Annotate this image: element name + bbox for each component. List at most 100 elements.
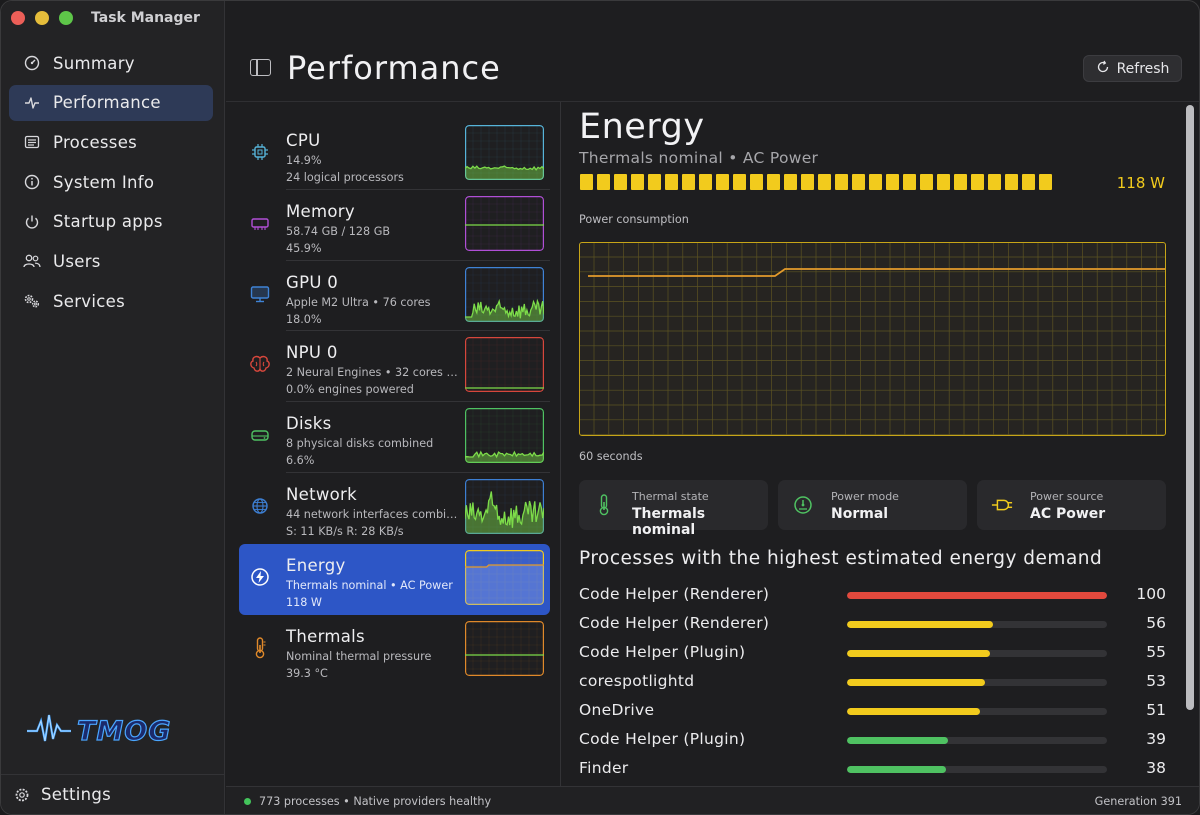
resource-item-npu-0[interactable]: NPU 0 2 Neural Engines • 32 cores • h...… <box>239 331 550 403</box>
resource-sparkline <box>465 337 544 393</box>
energy-bar-track <box>847 679 1107 686</box>
power-segment <box>801 174 814 190</box>
power-segment <box>818 174 831 190</box>
chart-label: Power consumption <box>579 213 689 226</box>
energy-bar-track <box>847 592 1107 599</box>
sidebar-item-services[interactable]: Services <box>9 283 213 319</box>
process-name: OneDrive <box>579 701 655 719</box>
resource-item-thermals[interactable]: Thermals Nominal thermal pressure 39.3 °… <box>239 615 550 686</box>
resource-detail-1: 8 physical disks combined <box>286 437 434 451</box>
energy-bar-fill <box>847 650 990 657</box>
energy-value: 56 <box>1146 614 1166 632</box>
power-segment <box>954 174 967 190</box>
power-segment <box>988 174 1001 190</box>
resource-item-disks[interactable]: Disks 8 physical disks combined 6.6% <box>239 402 550 473</box>
resource-detail-2: 18.0% <box>286 312 322 326</box>
page-title: Performance <box>287 49 501 87</box>
resource-item-gpu-0[interactable]: GPU 0 Apple M2 Ultra • 76 cores 18.0% <box>239 261 550 332</box>
sidebar-item-users[interactable]: Users <box>9 243 213 279</box>
energy-bar-fill <box>847 621 993 628</box>
energy-bar-track <box>847 737 1107 744</box>
detail-scrollbar[interactable] <box>1185 105 1195 785</box>
power-segment <box>716 174 729 190</box>
health-status-dot <box>244 798 251 805</box>
sidebar-item-label: Users <box>53 251 101 271</box>
sidebar-divider <box>1 774 225 775</box>
power-segment <box>886 174 899 190</box>
settings-button[interactable]: Settings <box>13 785 111 804</box>
detail-subtitle: Thermals nominal • AC Power <box>579 149 819 167</box>
process-row[interactable]: Finder 38 <box>579 755 1166 783</box>
resource-item-cpu[interactable]: CPU 14.9% 24 logical processors <box>239 119 550 190</box>
header: Performance Refresh <box>226 1 1199 101</box>
sidebar-item-summary[interactable]: Summary <box>9 45 213 81</box>
resource-sparkline <box>465 408 544 464</box>
app-title: Task Manager <box>91 10 200 26</box>
sidebar-item-label: Summary <box>53 53 135 73</box>
power-segment <box>750 174 763 190</box>
sidebar-toggle-button[interactable] <box>250 59 271 76</box>
resource-detail-1: Nominal thermal pressure <box>286 649 432 663</box>
process-row[interactable]: Code Helper (Renderer) 56 <box>579 610 1166 638</box>
resource-detail-1: 2 Neural Engines • 32 cores • h... <box>286 366 458 380</box>
brain-icon <box>249 353 271 375</box>
resource-name: CPU <box>286 131 321 150</box>
sidebar-item-label: System Info <box>53 172 155 192</box>
zoom-window-button[interactable] <box>59 11 73 25</box>
power-segment <box>784 174 797 190</box>
minimize-window-button[interactable] <box>35 11 49 25</box>
refresh-button[interactable]: Refresh <box>1083 55 1182 82</box>
energy-bar-fill <box>847 592 1107 599</box>
process-row[interactable]: corespotlightd 53 <box>579 668 1166 696</box>
energy-bar-fill <box>847 679 985 686</box>
resource-item-network[interactable]: Network 44 network interfaces combined S… <box>239 473 550 544</box>
plug-icon <box>991 494 1013 516</box>
activity-icon <box>23 94 41 112</box>
chart-timespan: 60 seconds <box>579 450 643 463</box>
scrollbar-thumb[interactable] <box>1186 105 1194 710</box>
power-mode-card: Power mode Normal <box>778 480 967 530</box>
resource-list: CPU 14.9% 24 logical processors Memory 5… <box>226 102 561 786</box>
power-chart-svg <box>580 243 1165 435</box>
sidebar-item-performance[interactable]: Performance <box>9 84 213 121</box>
process-row[interactable]: OneDrive 51 <box>579 697 1166 725</box>
sidebar-item-processes[interactable]: Processes <box>9 124 213 160</box>
generation-label: Generation 391 <box>1094 795 1182 808</box>
card-value: Thermals nominal <box>632 506 706 538</box>
resource-item-memory[interactable]: Memory 58.74 GB / 128 GB 45.9% <box>239 190 550 261</box>
resource-sparkline <box>465 125 544 180</box>
settings-label: Settings <box>41 785 112 804</box>
resource-sparkline <box>465 195 544 251</box>
sidebar-item-system-info[interactable]: System Info <box>9 164 213 200</box>
users-icon <box>23 252 41 270</box>
refresh-icon <box>1096 60 1110 78</box>
sidebar-item-label: Services <box>53 291 125 311</box>
resource-detail-2: 39.3 °C <box>286 666 328 680</box>
memory-icon <box>249 212 271 234</box>
process-name: corespotlightd <box>579 672 695 690</box>
resource-name: GPU 0 <box>286 272 339 292</box>
power-segment <box>767 174 780 190</box>
resource-name: Disks <box>286 414 332 434</box>
card-label: Power mode <box>831 490 899 503</box>
resource-detail-1: Thermals nominal • AC Power <box>286 578 453 592</box>
process-row[interactable]: Code Helper (Plugin) 55 <box>579 639 1166 667</box>
process-row[interactable]: Code Helper (Plugin) 39 <box>579 726 1166 754</box>
power-icon <box>23 213 41 231</box>
sidebar: Task Manager Summary Performance Process… <box>1 1 225 814</box>
close-window-button[interactable] <box>11 11 25 25</box>
power-segment <box>597 174 610 190</box>
power-segment <box>835 174 848 190</box>
resource-detail-2: 6.6% <box>286 454 315 468</box>
resource-item-energy[interactable]: Energy Thermals nominal • AC Power 118 W <box>239 543 550 615</box>
cpu-icon <box>249 141 271 163</box>
thermal-state-card: Thermal state Thermals nominal <box>579 480 768 538</box>
process-row[interactable]: Code Helper (Renderer) 100 <box>579 581 1166 609</box>
sidebar-item-startup-apps[interactable]: Startup apps <box>9 204 213 240</box>
row-divider <box>286 188 550 190</box>
power-segment <box>733 174 746 190</box>
power-segment <box>699 174 712 190</box>
card-value: Normal <box>831 506 889 522</box>
tmog-logo: TMOG <box>27 711 199 748</box>
power-level-bar <box>580 174 1052 190</box>
